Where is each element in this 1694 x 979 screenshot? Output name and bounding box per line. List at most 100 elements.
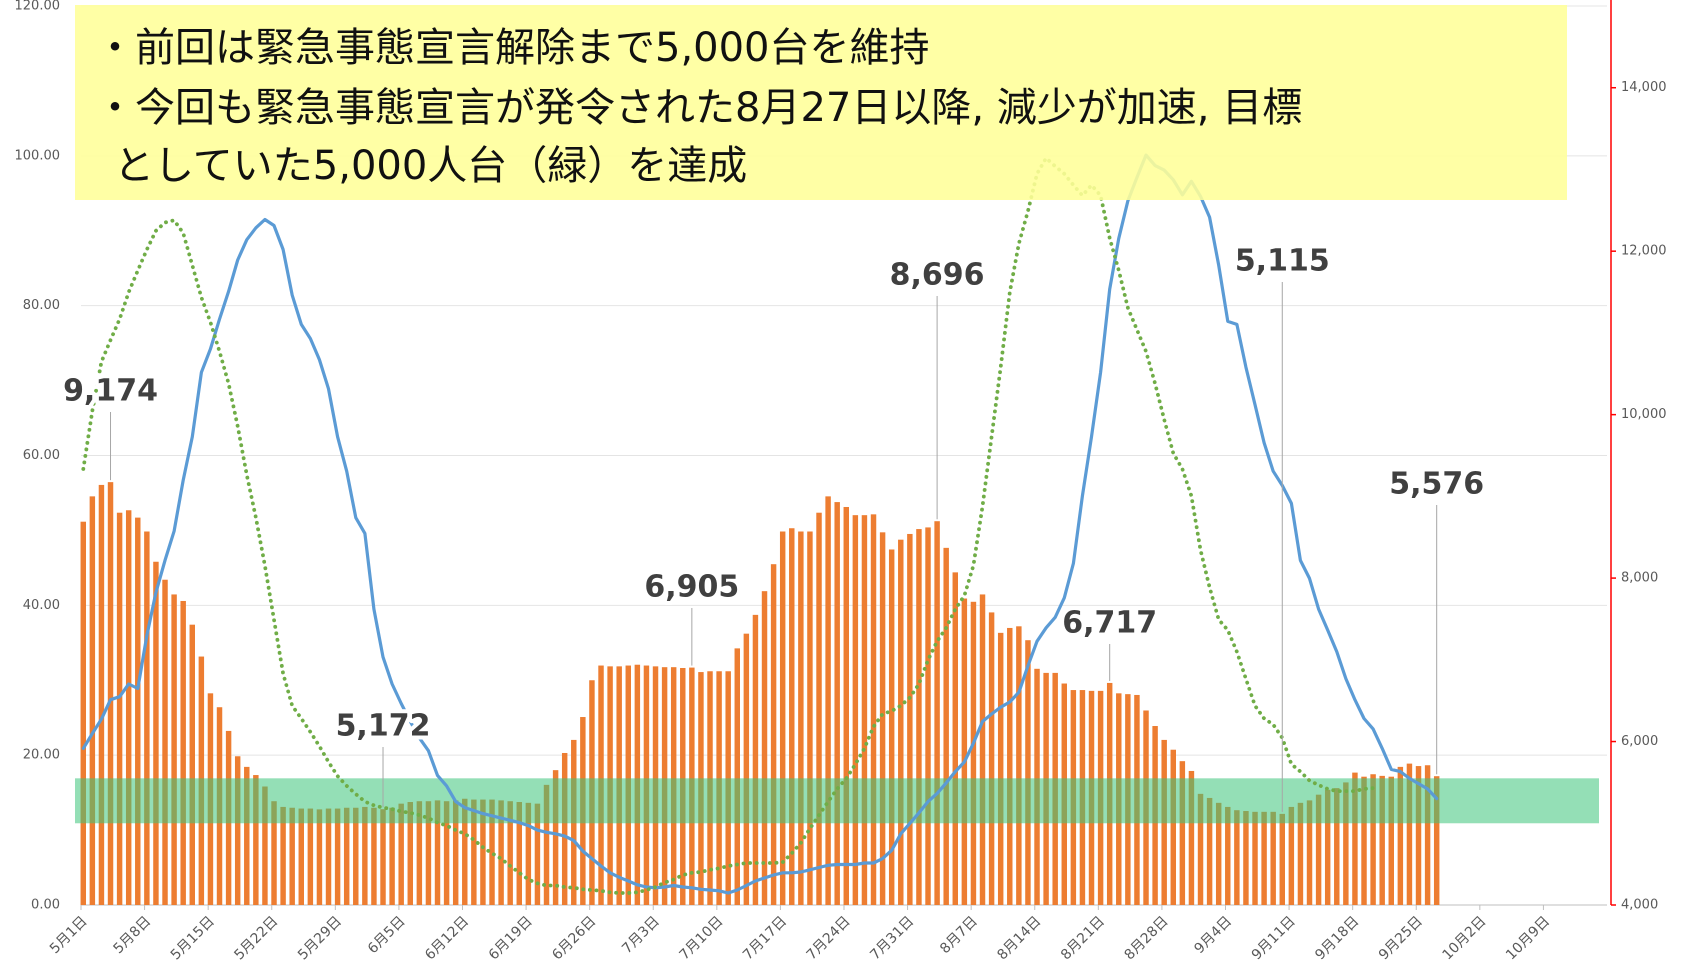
x-tick-label: 7月3日	[619, 913, 663, 957]
line	[81, 153, 1439, 895]
x-tick-label: 7月17日	[740, 913, 790, 963]
bar	[879, 532, 886, 905]
bar	[789, 528, 795, 905]
x-tick-label: 7月31日	[867, 913, 917, 963]
y2-tick-label: 14,000	[1621, 80, 1667, 95]
bar	[934, 521, 940, 905]
x-tick-label: 9月18日	[1312, 913, 1362, 963]
bar	[543, 784, 550, 905]
bar	[743, 633, 750, 905]
bar	[834, 502, 840, 905]
y2-tick-label: 8,000	[1621, 571, 1658, 586]
x-tick-label: 5月22日	[231, 913, 281, 963]
bar	[1306, 800, 1313, 905]
bar	[462, 798, 468, 905]
y-tick-label: 80.00	[23, 298, 60, 313]
x-tick-label: 10月9日	[1503, 913, 1553, 963]
bar	[770, 564, 777, 905]
x-tick-label: 5月29日	[295, 913, 345, 963]
text-box-line: としていた5,000人台（緑）を達成	[114, 143, 747, 189]
bar	[1315, 794, 1322, 905]
bar	[943, 547, 949, 905]
bar	[362, 806, 368, 905]
bar	[1025, 640, 1031, 905]
bar	[116, 512, 123, 905]
text-box	[75, 5, 1567, 200]
y-tick-label: 120.00	[15, 0, 61, 14]
bar	[907, 533, 913, 905]
y-tick-label: 40.00	[23, 598, 60, 613]
data-label: 5,115	[1235, 244, 1330, 279]
data-label: 6,905	[644, 570, 739, 605]
y2-tick-label: 4,000	[1621, 898, 1658, 913]
bar	[1297, 802, 1304, 905]
bar	[1370, 774, 1376, 905]
x-tick-label: 5月8日	[111, 913, 155, 957]
bar	[1388, 776, 1394, 905]
bar	[153, 561, 159, 905]
bar	[1007, 627, 1013, 905]
bar	[316, 809, 323, 905]
bar	[1197, 793, 1204, 905]
bar	[1379, 775, 1385, 905]
bar	[498, 800, 504, 905]
bar	[80, 521, 86, 905]
bar	[189, 624, 195, 905]
bar	[289, 807, 295, 905]
bar	[262, 786, 268, 905]
bar	[1270, 811, 1276, 905]
bar	[471, 799, 477, 905]
x-tick-label: 9月11日	[1249, 913, 1299, 963]
bar	[916, 529, 922, 905]
x-tick-label: 10月2日	[1439, 913, 1489, 963]
bar	[534, 803, 541, 905]
bar	[271, 801, 277, 905]
dotted-line	[81, 156, 1375, 895]
bar	[925, 527, 931, 905]
y-tick-label: 0.00	[31, 898, 60, 913]
bar	[807, 531, 813, 905]
bar	[244, 766, 250, 905]
bar	[798, 531, 804, 905]
bar	[516, 802, 522, 905]
bar	[89, 496, 96, 905]
bar	[434, 800, 441, 905]
bar	[135, 517, 141, 905]
bar	[852, 515, 859, 905]
y2-tick-label: 6,000	[1621, 734, 1658, 749]
bar	[1188, 770, 1195, 905]
bar	[443, 801, 450, 905]
y-tick-label: 60.00	[23, 448, 60, 463]
bar	[988, 612, 995, 905]
bar	[816, 512, 822, 905]
x-tick-label: 5月15日	[168, 913, 218, 963]
bar	[997, 632, 1004, 905]
data-label: 8,696	[890, 258, 985, 293]
bar	[253, 775, 259, 905]
bar	[1334, 788, 1340, 905]
bar	[1406, 763, 1413, 905]
x-tick-label: 8月28日	[1122, 913, 1172, 963]
bar	[489, 799, 495, 905]
bar	[1415, 766, 1422, 905]
bar	[1234, 810, 1240, 905]
text-box-line: ・前回は緊急事態宣言解除まで5,000台を維持	[95, 25, 930, 71]
bar	[343, 807, 350, 905]
bar	[1397, 766, 1404, 905]
data-label: 9,174	[63, 374, 158, 409]
bar	[734, 648, 740, 905]
bar	[107, 482, 114, 905]
bar	[1243, 811, 1249, 905]
bar	[371, 807, 377, 905]
y2-tick-label: 12,000	[1621, 244, 1667, 259]
bar	[398, 803, 404, 905]
bar	[898, 539, 904, 905]
bar	[1279, 813, 1285, 905]
bar	[888, 549, 895, 905]
x-tick-label: 8月21日	[1058, 913, 1108, 963]
text-box-line: ・今回も緊急事態宣言が発令された8月27日以降, 減少が加速, 目標	[95, 85, 1302, 131]
bar	[353, 807, 359, 905]
data-label: 5,576	[1389, 467, 1484, 502]
x-tick-label: 6月19日	[486, 913, 536, 963]
